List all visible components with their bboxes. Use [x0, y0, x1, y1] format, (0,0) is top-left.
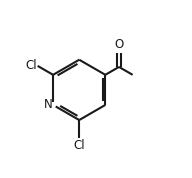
Text: O: O	[114, 38, 124, 51]
Text: N: N	[44, 98, 53, 111]
Text: Cl: Cl	[73, 139, 85, 152]
Text: Cl: Cl	[25, 59, 37, 72]
